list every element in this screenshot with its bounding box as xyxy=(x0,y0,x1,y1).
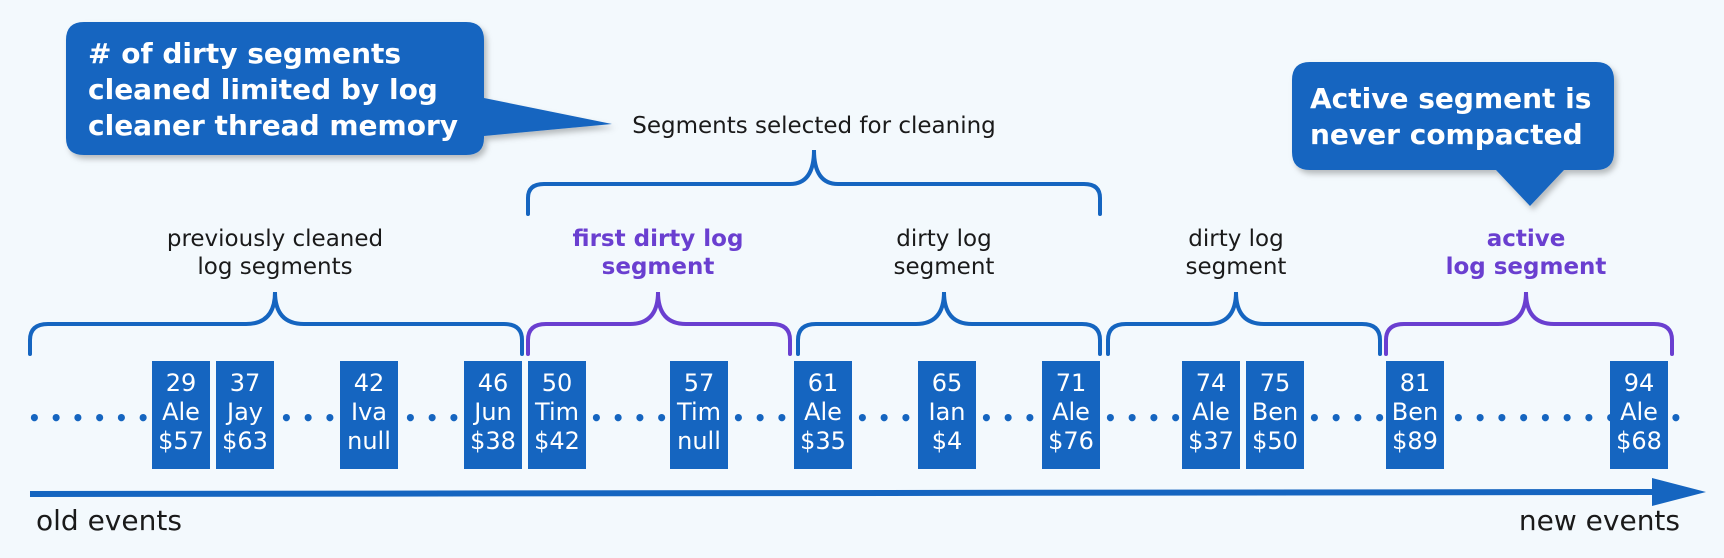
record-key: Ian xyxy=(929,398,966,426)
record-box xyxy=(1246,361,1304,469)
record-box xyxy=(670,361,728,469)
segment-label-first-dirty-2: segment xyxy=(602,254,715,280)
record-offset: 46 xyxy=(478,369,509,397)
segment-label-dirty-b-2: segment xyxy=(1186,254,1287,280)
record-offset: 74 xyxy=(1196,369,1227,397)
memory-callout-line-3: cleaner thread memory xyxy=(88,109,458,142)
record-box xyxy=(794,361,852,469)
record-box xyxy=(1386,361,1444,469)
record-box xyxy=(216,361,274,469)
record-key: Tim xyxy=(534,398,579,426)
record-box xyxy=(528,361,586,469)
record-key: Jay xyxy=(225,398,263,426)
memory-callout-line-1: # of dirty segments xyxy=(88,37,401,70)
segment-label-previously-cleaned-2: log segments xyxy=(197,254,352,280)
brace-first-dirty xyxy=(526,291,792,356)
record-key: Ale xyxy=(804,398,842,426)
segment-label-dirty-b-1: dirty log xyxy=(1188,226,1283,252)
record-key: Iva xyxy=(351,398,387,426)
record-value: $50 xyxy=(1252,427,1298,455)
record-offset: 81 xyxy=(1400,369,1431,397)
record-key: Ben xyxy=(1392,398,1438,426)
record-box xyxy=(1610,361,1668,469)
record-value: $4 xyxy=(932,427,963,455)
segment-label-dirty-a-1: dirty log xyxy=(896,226,991,252)
record-box xyxy=(918,361,976,469)
segment-label-first-dirty-1: first dirty log xyxy=(573,226,744,252)
record-box xyxy=(464,361,522,469)
active-segment-callout xyxy=(1292,62,1614,206)
record-offset: 61 xyxy=(808,369,839,397)
record-box xyxy=(1042,361,1100,469)
record-box xyxy=(1182,361,1240,469)
selected-for-cleaning-label: Segments selected for cleaning xyxy=(632,113,996,139)
record-box xyxy=(340,361,398,469)
selected-for-cleaning-brace xyxy=(526,149,1102,216)
record-key: Ben xyxy=(1252,398,1298,426)
record-offset: 65 xyxy=(932,369,963,397)
record-offset: 50 xyxy=(542,369,573,397)
record-value: $42 xyxy=(534,427,580,455)
segment-label-previously-cleaned-1: previously cleaned xyxy=(167,226,383,252)
record-value: $57 xyxy=(158,427,204,455)
brace-dirty-a xyxy=(796,291,1102,356)
record-offset: 71 xyxy=(1056,369,1087,397)
record-offset: 94 xyxy=(1624,369,1655,397)
segment-label-active-2: log segment xyxy=(1446,254,1607,280)
active-callout-line-1: Active segment is xyxy=(1310,82,1591,115)
record-value: $35 xyxy=(800,427,846,455)
memory-callout-line-2: cleaned limited by log xyxy=(88,73,438,106)
record-key: Ale xyxy=(1052,398,1090,426)
record-offset: 29 xyxy=(166,369,197,397)
brace-active xyxy=(1384,291,1674,356)
record-value: $89 xyxy=(1392,427,1438,455)
record-value: $76 xyxy=(1048,427,1094,455)
segment-label-dirty-a-2: segment xyxy=(894,254,995,280)
memory-callout xyxy=(66,22,612,155)
record-value: $38 xyxy=(470,427,516,455)
record-box xyxy=(152,361,210,469)
record-value: $63 xyxy=(222,427,268,455)
brace-previously-cleaned xyxy=(28,291,524,356)
record-key: Tim xyxy=(676,398,721,426)
time-arrow xyxy=(29,478,1706,506)
record-value: null xyxy=(677,427,721,455)
record-boxes: 29Ale$5737Jay$6342Ivanull46Jun$3850Tim$4… xyxy=(152,361,1668,469)
record-offset: 57 xyxy=(684,369,715,397)
ellipsis-dots: • • • • • • • xyxy=(28,406,172,430)
record-value: null xyxy=(347,427,391,455)
record-key: Ale xyxy=(1620,398,1658,426)
record-offset: 37 xyxy=(230,369,261,397)
record-offset: 42 xyxy=(354,369,385,397)
record-key: Jun xyxy=(472,398,512,426)
record-value: $68 xyxy=(1616,427,1662,455)
record-key: Ale xyxy=(162,398,200,426)
record-offset: 75 xyxy=(1260,369,1291,397)
new-events-label: new events xyxy=(1519,504,1680,537)
record-key: Ale xyxy=(1192,398,1230,426)
active-callout-line-2: never compacted xyxy=(1310,118,1583,151)
record-value: $37 xyxy=(1188,427,1234,455)
segment-label-active-1: active xyxy=(1487,226,1566,252)
old-events-label: old events xyxy=(36,504,182,537)
brace-dirty-b xyxy=(1106,291,1382,356)
